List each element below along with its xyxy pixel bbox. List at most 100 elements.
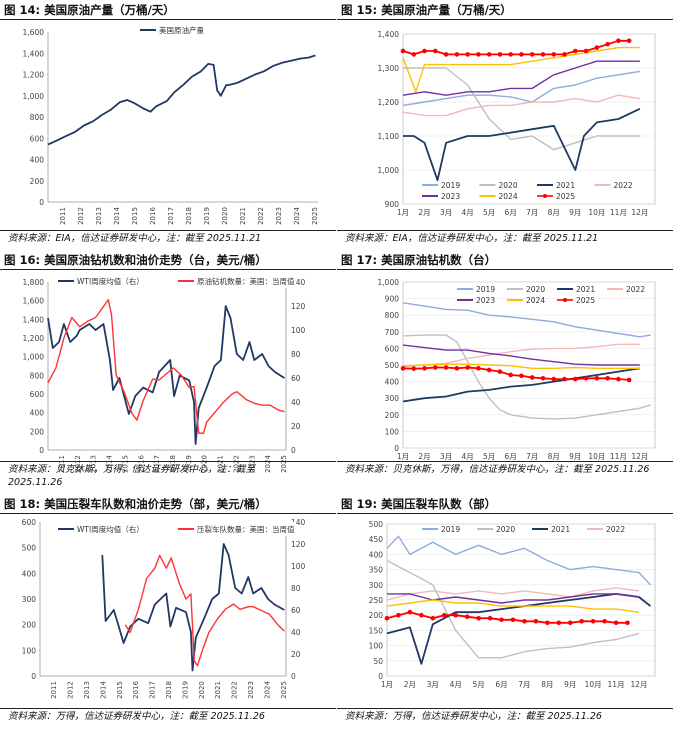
x-tick-label: 8月: [541, 680, 553, 689]
series-line-原油钻机数量：美国：当周值: [47, 299, 285, 434]
y-tick-label: 1,600: [23, 28, 45, 37]
series-point-2025: [453, 612, 459, 618]
y2-tick-label: 100: [291, 326, 306, 335]
y2-tick-label: 100: [291, 562, 306, 571]
series-line-2020: [402, 334, 651, 420]
x-tick-label: 2015: [121, 455, 129, 473]
series-point-2025: [411, 366, 417, 371]
series-point-2025: [529, 375, 535, 380]
divider: [0, 708, 336, 709]
x-tick-label: 2018: [169, 455, 177, 473]
source-note: 资料来源：EIA，信达证券研发中心，注：截至 2025.11.21: [345, 233, 599, 244]
figure-title: 图 17: 美国原油钻机数（台）: [341, 253, 497, 267]
series-point-2025: [508, 372, 513, 378]
y-tick-label: 1,400: [23, 49, 45, 58]
series-point-2025: [433, 48, 438, 54]
y-tick-label: 150: [369, 626, 384, 635]
x-tick-label: 4月: [461, 208, 473, 217]
x-tick-label: 3月: [440, 452, 452, 461]
series-point-2025: [529, 52, 535, 57]
y2-tick-label: 120: [291, 302, 306, 311]
divider: [0, 513, 336, 514]
series-line-2025: [386, 611, 628, 624]
x-tick-label: 2015: [131, 207, 139, 225]
series-line-2022: [386, 587, 640, 601]
y-tick-label: 1,000: [378, 166, 400, 175]
legend-label: 2020: [526, 285, 545, 294]
x-tick-label: 2017: [149, 681, 157, 699]
y-tick-label: 400: [369, 550, 384, 559]
series-point-2025: [602, 618, 607, 624]
figure-19: 图 19: 美国压裂车队数（部） 0 50 100 150 200 250 300 350 40…: [337, 494, 673, 730]
series-point-2025: [499, 617, 504, 623]
x-tick-label: 2022: [257, 207, 265, 225]
series-line-2024: [386, 599, 640, 613]
series-line-2025: [402, 366, 630, 381]
x-tick-label: 6月: [495, 680, 507, 689]
x-tick-label: 3月: [440, 208, 452, 217]
y2-tick-label: 80: [291, 350, 301, 359]
series-point-2025: [419, 612, 424, 618]
x-tick-label: 2011: [59, 207, 67, 225]
y-tick-label: 50: [373, 657, 383, 666]
y-tick-label: 600: [385, 344, 400, 353]
series-point-2025: [476, 52, 481, 57]
figure-17: 图 17: 美国原油钻机数（台） 0 100 200 300 400 500 600 700 8…: [337, 250, 673, 490]
y-tick-label: 500: [22, 544, 37, 553]
divider: [337, 513, 673, 514]
y-tick-label: 1,600: [23, 297, 45, 306]
x-tick-label: 5月: [483, 208, 495, 217]
x-tick-label: 2019: [185, 455, 193, 473]
series-point-2025: [573, 376, 578, 382]
y-tick-label: 300: [369, 581, 384, 590]
series-point-2025: [545, 620, 550, 626]
series-point-2025: [562, 52, 567, 57]
y-tick-label: 1,200: [378, 98, 400, 107]
divider: [0, 19, 336, 20]
series-point-2025: [616, 376, 621, 382]
chart-17: 0 100 200 300 400 500 600 700 800 900 1,000 1月 2月 3月 4…: [378, 278, 656, 461]
x-tick-label: 2016: [149, 207, 157, 225]
figure-title: 图 14: 美国原油产量（万桶/天）: [4, 3, 175, 17]
legend-label: 2019: [441, 525, 460, 534]
series-point-2025: [400, 366, 406, 371]
figure-title: 图 15: 美国原油产量（万桶/天）: [341, 3, 512, 17]
series-point-2025: [465, 52, 470, 57]
x-tick-label: 2012: [74, 455, 82, 473]
series-line-2020: [386, 559, 640, 659]
x-tick-label: 8月: [548, 452, 560, 461]
legend-label: 2025: [556, 192, 575, 201]
series-point-2025: [443, 52, 449, 57]
series-line-2022: [402, 343, 640, 368]
y-tick-label: 1,400: [23, 315, 45, 324]
series-line-WTI周度均值（右）: [101, 543, 285, 672]
series-point-2025: [441, 612, 447, 618]
y2-tick-label: 60: [291, 374, 301, 383]
series-point-2025: [465, 365, 470, 370]
x-tick-label: 1月: [397, 452, 409, 461]
y-tick-label: 800: [30, 371, 45, 380]
x-tick-label: 2025: [280, 455, 288, 473]
x-tick-label: 10月: [585, 680, 602, 689]
series-point-2025: [556, 620, 562, 626]
y2-tick-label: 140: [291, 278, 306, 287]
x-tick-label: 5月: [483, 452, 495, 461]
legend-bg: [55, 274, 295, 288]
x-tick-label: 2023: [275, 207, 283, 225]
legend-label: 2019: [476, 285, 495, 294]
x-tick-label: 10月: [588, 208, 605, 217]
divider: [337, 461, 673, 462]
y2-tick-label: 40: [291, 628, 301, 637]
series-point-2025: [487, 615, 493, 621]
x-tick-label: 2020: [221, 207, 229, 225]
x-tick-label: 2022: [231, 681, 239, 699]
series-point-2025: [433, 365, 438, 370]
y-tick-label: 900: [385, 200, 400, 209]
divider: [337, 230, 673, 231]
x-tick-label: 9月: [564, 680, 576, 689]
legend-bg: [55, 522, 295, 536]
x-tick-label: 2016: [137, 455, 145, 473]
series-point-2025: [626, 38, 632, 44]
x-tick-label: 2025: [280, 681, 288, 699]
y-tick-label: 600: [22, 518, 37, 527]
